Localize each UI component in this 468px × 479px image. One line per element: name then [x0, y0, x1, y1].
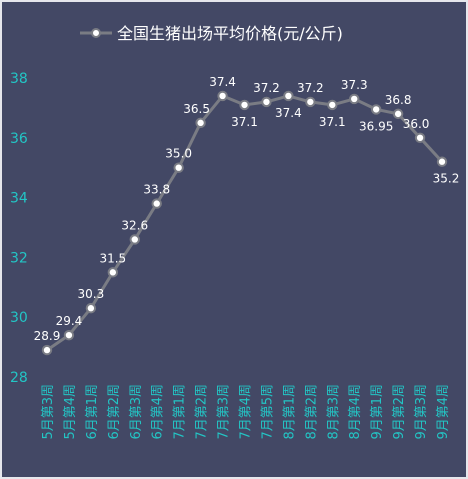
x-tick-label: 7月第5周 — [260, 384, 275, 440]
data-point — [261, 96, 272, 108]
data-label: 36.8 — [385, 93, 412, 107]
data-point — [283, 90, 294, 102]
data-point — [217, 90, 228, 102]
data-point — [85, 303, 97, 314]
x-tick-label: 8月第3周 — [326, 384, 341, 440]
data-point — [349, 93, 360, 105]
x-tick-label: 5月第3周 — [41, 384, 56, 440]
data-label: 28.9 — [34, 329, 61, 343]
x-axis: 5月第3周 5月第4周 6月第1周 6月第2周 6月第3周 6月第4周 7月第1周 7月第2周… — [41, 384, 451, 440]
series-line — [46, 94, 444, 352]
data-label: 30.3 — [78, 287, 105, 301]
data-label: 35.2 — [433, 172, 460, 186]
y-tick-label: 38 — [10, 71, 28, 87]
legend-marker — [91, 28, 101, 38]
y-axis: 28 30 32 34 36 38 — [10, 71, 28, 386]
x-tick-label: 6月第4周 — [151, 384, 166, 440]
x-tick-label: 9月第2周 — [392, 384, 407, 440]
x-tick-label: 9月第1周 — [370, 384, 385, 440]
data-label: 37.2 — [297, 81, 324, 95]
x-tick-label: 7月第1周 — [173, 384, 188, 440]
data-point — [239, 99, 250, 111]
legend-label: 全国生猪出场平均价格(元/公斤) — [117, 24, 343, 43]
data-label: 33.8 — [143, 183, 170, 197]
x-tick-label: 6月第2周 — [107, 384, 122, 440]
data-label: 35.0 — [165, 147, 192, 161]
data-point — [107, 267, 119, 278]
series-layer — [41, 90, 448, 356]
x-tick-label: 9月第3周 — [414, 384, 429, 440]
data-point — [392, 108, 404, 120]
y-tick-label: 36 — [10, 131, 28, 147]
data-label: 37.4 — [275, 106, 302, 120]
data-point — [129, 234, 140, 245]
y-tick-label: 34 — [10, 191, 28, 207]
x-tick-label: 6月第3周 — [129, 384, 144, 440]
data-point — [436, 156, 448, 167]
data-label: 36.0 — [403, 117, 430, 131]
x-tick-label: 7月第4周 — [239, 384, 254, 440]
data-point — [195, 117, 206, 129]
data-point — [63, 329, 75, 341]
data-point — [327, 99, 338, 111]
x-tick-label: 8月第1周 — [282, 384, 297, 440]
y-tick-label: 32 — [10, 250, 28, 266]
x-tick-label: 6月第1周 — [85, 384, 100, 440]
x-tick-label: 8月第2周 — [304, 384, 319, 440]
data-label: 37.1 — [231, 115, 258, 129]
data-label: 36.5 — [183, 102, 210, 116]
data-label: 32.6 — [121, 218, 148, 232]
data-point — [370, 104, 382, 115]
data-label-layer: 28.929.4 30.3 31.5 32.6 33.8 35.0 36.5 37.4 37.1… — [34, 75, 460, 343]
data-label: 29.4 — [56, 314, 83, 328]
data-label: 37.4 — [209, 75, 236, 89]
data-label: 37.1 — [319, 115, 346, 129]
x-tick-label: 9月第4周 — [436, 384, 451, 440]
data-point — [151, 198, 162, 209]
legend: 全国生猪出场平均价格(元/公斤) — [80, 24, 343, 43]
y-tick-label: 30 — [10, 310, 28, 326]
data-point — [173, 162, 184, 173]
data-label: 37.3 — [341, 78, 368, 92]
data-point — [41, 344, 53, 356]
data-point — [305, 96, 316, 108]
y-tick-label: 28 — [10, 370, 28, 386]
x-tick-label: 7月第2周 — [195, 384, 210, 440]
x-tick-label: 7月第3周 — [217, 384, 232, 440]
data-label: 31.5 — [99, 251, 126, 265]
x-tick-label: 8月第4周 — [348, 384, 363, 440]
data-label: 36.95 — [359, 119, 393, 133]
x-tick-label: 5月第4周 — [63, 384, 78, 440]
data-label: 37.2 — [253, 81, 280, 95]
data-point — [414, 132, 426, 144]
